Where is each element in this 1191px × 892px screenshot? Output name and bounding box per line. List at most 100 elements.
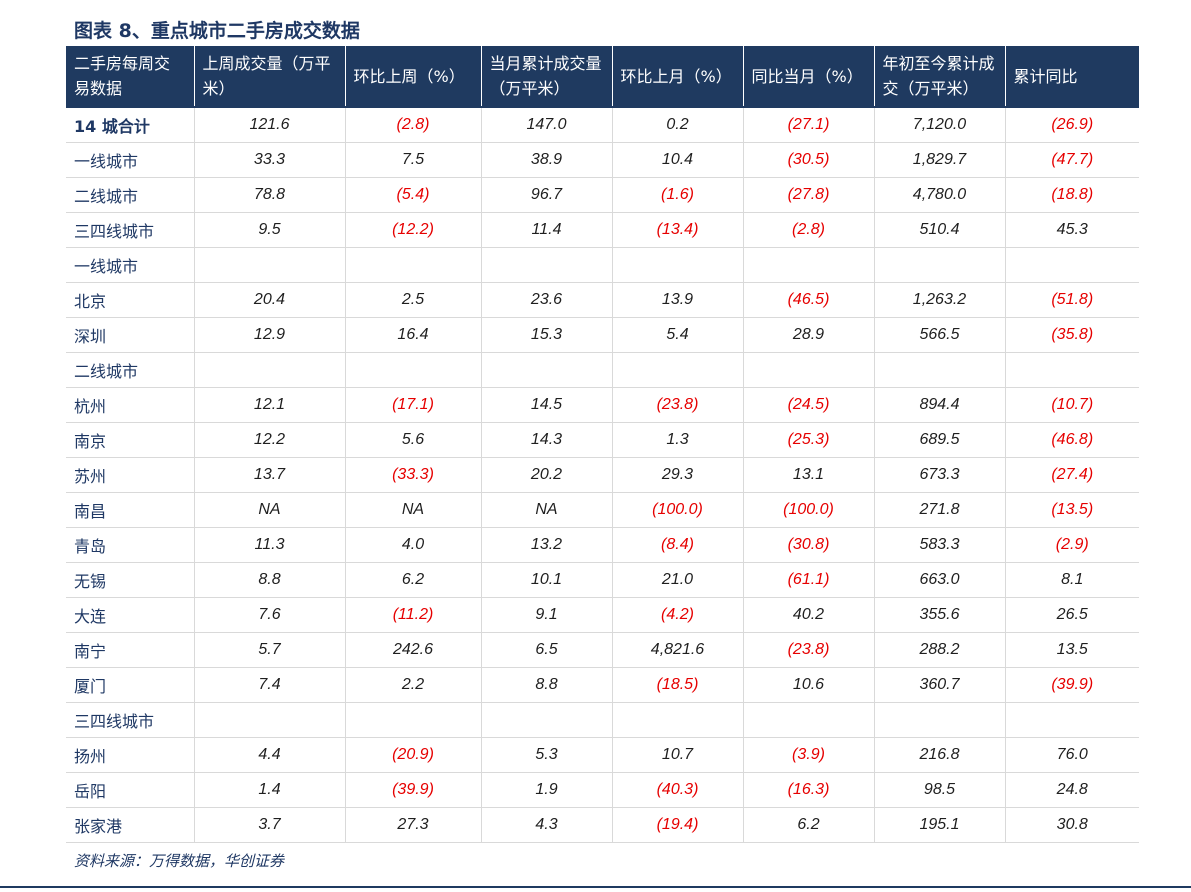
table-cell: (2.8) xyxy=(743,212,875,248)
table-cell: 1.3 xyxy=(612,422,744,458)
table-cell: (18.8) xyxy=(1005,177,1139,213)
row-label: 南宁 xyxy=(66,632,195,668)
table-cell xyxy=(481,702,613,738)
table-cell: 242.6 xyxy=(345,632,482,668)
table-cell: (8.4) xyxy=(612,527,744,563)
table-row: 南京 12.2 5.6 14.3 1.3 (25.3) 689.5 (46.8) xyxy=(66,422,1139,458)
table-cell: 10.4 xyxy=(612,142,744,178)
table-cell: (39.9) xyxy=(1005,667,1139,703)
table-cell: (40.3) xyxy=(612,772,744,808)
table-cell: 1.4 xyxy=(194,772,346,808)
row-label: 南昌 xyxy=(66,492,195,528)
table-cell: (100.0) xyxy=(612,492,744,528)
source-note: 资料来源：万得数据，华创证券 xyxy=(74,852,285,870)
table-cell: 38.9 xyxy=(481,142,613,178)
table-cell: 28.9 xyxy=(743,317,875,353)
column-header: 上周成交量（万平米） xyxy=(194,46,346,107)
table-cell: 10.7 xyxy=(612,737,744,773)
table-row: 南宁 5.7 242.6 6.5 4,821.6 (23.8) 288.2 13.5 xyxy=(66,632,1139,668)
table-cell: 96.7 xyxy=(481,177,613,213)
table-cell: 5.6 xyxy=(345,422,482,458)
table-cell: 21.0 xyxy=(612,562,744,598)
table-cell: 7.4 xyxy=(194,667,346,703)
table-row: 张家港 3.7 27.3 4.3 (19.4) 6.2 195.1 30.8 xyxy=(66,807,1139,843)
table-cell: 40.2 xyxy=(743,597,875,633)
table-cell: (30.5) xyxy=(743,142,875,178)
table-cell: 9.5 xyxy=(194,212,346,248)
table-row: 苏州 13.7 (33.3) 20.2 29.3 13.1 673.3 (27.4) xyxy=(66,457,1139,493)
column-header: 二手房每周交易数据 xyxy=(66,46,195,107)
table-cell: (3.9) xyxy=(743,737,875,773)
table-cell: 10.1 xyxy=(481,562,613,598)
table-cell: (47.7) xyxy=(1005,142,1139,178)
table-cell: 24.8 xyxy=(1005,772,1139,808)
table-cell: 12.9 xyxy=(194,317,346,353)
table-cell: 14.5 xyxy=(481,387,613,423)
table-cell: (27.4) xyxy=(1005,457,1139,493)
table-cell: (4.2) xyxy=(612,597,744,633)
table-cell: (11.2) xyxy=(345,597,482,633)
table-row: 无锡 8.8 6.2 10.1 21.0 (61.1) 663.0 8.1 xyxy=(66,562,1139,598)
table-row: 北京 20.4 2.5 23.6 13.9 (46.5) 1,263.2 (51.8) xyxy=(66,282,1139,318)
table-row: 厦门 7.4 2.2 8.8 (18.5) 10.6 360.7 (39.9) xyxy=(66,667,1139,703)
table-row: 杭州 12.1 (17.1) 14.5 (23.8) (24.5) 894.4 (10.7) xyxy=(66,387,1139,423)
row-label: 二线城市 xyxy=(66,352,195,388)
table-cell: 20.4 xyxy=(194,282,346,318)
table-cell: 27.3 xyxy=(345,807,482,843)
row-label: 岳阳 xyxy=(66,772,195,808)
table-cell: 6.2 xyxy=(743,807,875,843)
table-cell: (35.8) xyxy=(1005,317,1139,353)
table-cell xyxy=(874,352,1006,388)
table-cell: 78.8 xyxy=(194,177,346,213)
table-cell: 1,829.7 xyxy=(874,142,1006,178)
table-cell: 5.7 xyxy=(194,632,346,668)
table-cell: 30.8 xyxy=(1005,807,1139,843)
table-cell xyxy=(743,352,875,388)
row-label: 大连 xyxy=(66,597,195,633)
table-cell: (100.0) xyxy=(743,492,875,528)
row-label: 14 城合计 xyxy=(66,106,195,143)
table-cell: 45.3 xyxy=(1005,212,1139,248)
table-cell: 673.3 xyxy=(874,457,1006,493)
table-cell: 583.3 xyxy=(874,527,1006,563)
table-cell: 4.4 xyxy=(194,737,346,773)
table-cell: 8.8 xyxy=(481,667,613,703)
table-cell: (23.8) xyxy=(612,387,744,423)
table-cell xyxy=(1005,247,1139,283)
table-row: 二线城市 xyxy=(66,352,1139,388)
table-cell: (30.8) xyxy=(743,527,875,563)
table-cell: (25.3) xyxy=(743,422,875,458)
row-label: 深圳 xyxy=(66,317,195,353)
table-cell xyxy=(345,352,482,388)
table-row: 一线城市 xyxy=(66,247,1139,283)
table-cell: 15.3 xyxy=(481,317,613,353)
table-cell: (61.1) xyxy=(743,562,875,598)
table-cell: 29.3 xyxy=(612,457,744,493)
table-cell: 195.1 xyxy=(874,807,1006,843)
table-cell: (2.9) xyxy=(1005,527,1139,563)
table-cell: 4,821.6 xyxy=(612,632,744,668)
table-row: 扬州 4.4 (20.9) 5.3 10.7 (3.9) 216.8 76.0 xyxy=(66,737,1139,773)
row-label: 北京 xyxy=(66,282,195,318)
table-cell xyxy=(194,247,346,283)
table-cell xyxy=(743,247,875,283)
table-cell: (46.8) xyxy=(1005,422,1139,458)
table-cell: 7.6 xyxy=(194,597,346,633)
table-cell: (13.5) xyxy=(1005,492,1139,528)
row-label: 一线城市 xyxy=(66,247,195,283)
row-label: 三四线城市 xyxy=(66,702,195,738)
table-cell: 13.2 xyxy=(481,527,613,563)
table-cell: 8.8 xyxy=(194,562,346,598)
table-cell: 13.9 xyxy=(612,282,744,318)
table-cell: (27.1) xyxy=(743,106,875,143)
table-cell xyxy=(481,352,613,388)
table-cell xyxy=(1005,352,1139,388)
column-header: 累计同比 xyxy=(1005,46,1139,107)
table-cell: 1,263.2 xyxy=(874,282,1006,318)
table-cell: 566.5 xyxy=(874,317,1006,353)
table-cell: (5.4) xyxy=(345,177,482,213)
table-cell xyxy=(874,702,1006,738)
table-cell: 271.8 xyxy=(874,492,1006,528)
table-cell: (46.5) xyxy=(743,282,875,318)
table-cell: 663.0 xyxy=(874,562,1006,598)
